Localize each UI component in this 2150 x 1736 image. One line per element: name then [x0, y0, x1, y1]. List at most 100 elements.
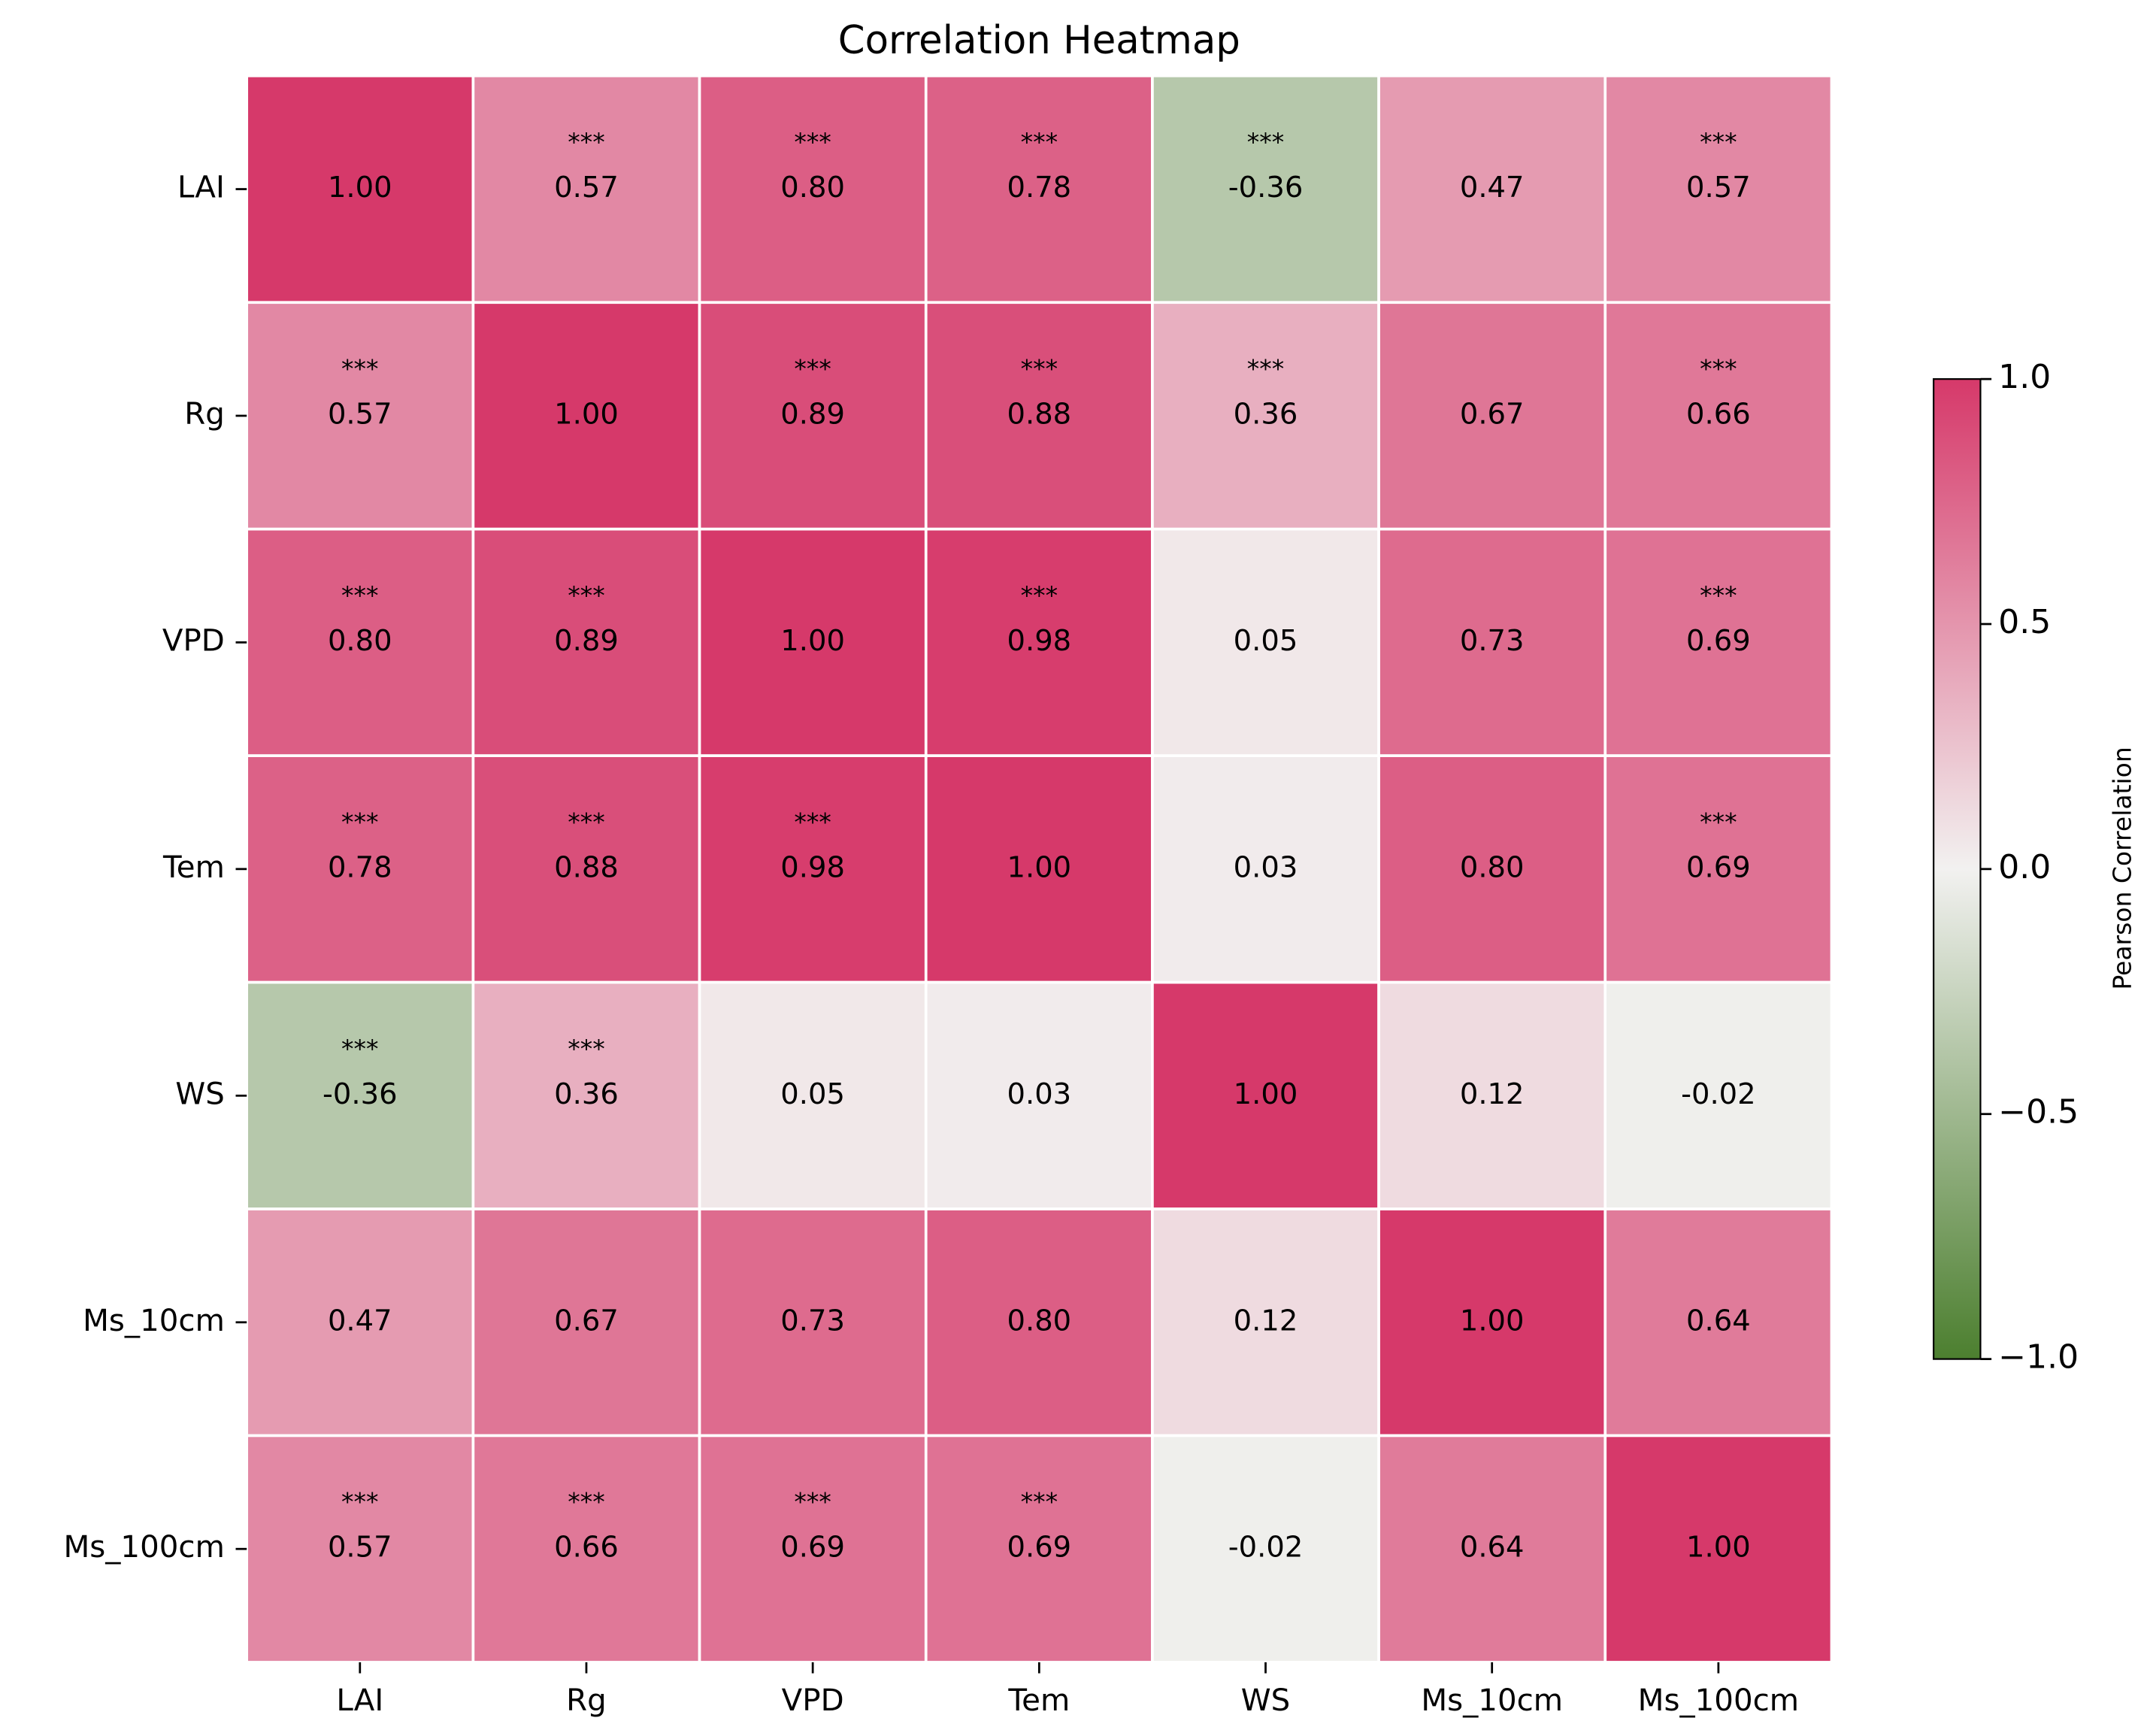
heatmap-cell: [245, 74, 475, 304]
cell-value-label: 0.88: [1007, 397, 1071, 431]
y-tick-label: LAI: [177, 170, 225, 205]
cell-value-label: 0.66: [1686, 397, 1751, 431]
significance-label: ***: [794, 1487, 831, 1516]
y-tick-label: Rg: [184, 396, 225, 432]
heatmap-cell: [924, 1207, 1154, 1438]
heatmap-cell: [924, 754, 1154, 984]
significance-label: ***: [568, 580, 604, 610]
significance-label: ***: [568, 807, 604, 837]
cell-value-label: 0.73: [780, 1304, 845, 1338]
colorbar-label: Pearson Correlation: [2108, 747, 2137, 989]
y-tick-label: Tem: [162, 850, 225, 885]
cell-value-label: 0.98: [780, 850, 845, 884]
heatmap-cell: [1603, 527, 1834, 757]
cell-value-label: 0.57: [328, 397, 392, 431]
significance-label: ***: [1700, 807, 1737, 837]
cell-value-label: 0.69: [1007, 1531, 1071, 1565]
cell-value-label: 0.78: [1007, 171, 1071, 205]
significance-label: ***: [1700, 128, 1737, 157]
cell-value-label: 0.36: [554, 1077, 619, 1111]
significance-label: ***: [1021, 1487, 1058, 1516]
cell-value-label: 0.78: [328, 850, 392, 884]
x-tick-label: LAI: [336, 1683, 383, 1718]
cell-value-label: 1.00: [1007, 850, 1071, 884]
cell-value-label: 0.64: [1460, 1531, 1525, 1565]
y-tick-label: WS: [175, 1076, 224, 1111]
cell-value-label: 0.12: [1460, 1077, 1525, 1111]
x-tick-label: VPD: [782, 1683, 844, 1718]
cell-value-label: 0.69: [1686, 624, 1751, 658]
heatmap-cell: [1603, 980, 1834, 1210]
cell-value-label: 1.00: [1234, 1077, 1298, 1111]
cell-value-label: 0.98: [1007, 624, 1071, 658]
heatmap-cell: [1603, 754, 1834, 984]
heatmap-cell: [698, 527, 928, 757]
significance-label: ***: [794, 128, 831, 157]
cell-value-label: 0.80: [1007, 1304, 1071, 1338]
heatmap-cell: [698, 980, 928, 1210]
colorbar-tick-label: 1.0: [1998, 358, 2051, 396]
colorbar-tick-label: 0.0: [1998, 848, 2051, 886]
colorbar-tick-label: −1.0: [1998, 1338, 2079, 1377]
cell-value-label: 1.00: [1460, 1304, 1525, 1338]
cell-value-label: -0.36: [1228, 171, 1304, 205]
heatmap-cell: [1377, 74, 1607, 304]
heatmap-cell: [1151, 1207, 1380, 1438]
colorbar: [1933, 378, 1982, 1360]
cell-value-label: 1.00: [328, 171, 392, 205]
heatmap-cell: [471, 527, 701, 757]
heatmap-cell: [471, 754, 701, 984]
cell-value-label: 0.89: [554, 624, 619, 658]
cell-value-label: 0.69: [780, 1531, 845, 1565]
significance-label: ***: [341, 1487, 378, 1516]
cell-value-label: 0.80: [328, 624, 392, 658]
heatmap-cell: [245, 1207, 475, 1438]
cell-value-label: 0.05: [1234, 624, 1298, 658]
significance-label: ***: [1247, 128, 1284, 157]
cell-value-label: 0.57: [554, 171, 619, 205]
x-tick-label: WS: [1241, 1683, 1290, 1718]
cell-value-label: 0.64: [1686, 1304, 1751, 1338]
cell-value-label: -0.02: [1228, 1531, 1304, 1565]
significance-label: ***: [341, 354, 378, 383]
chart-title: Correlation Heatmap: [838, 18, 1240, 63]
heatmap-cell: [698, 74, 928, 304]
y-tick-label: Ms_100cm: [63, 1529, 224, 1565]
y-tick-label: Ms_10cm: [83, 1303, 225, 1338]
heatmap-cell: [698, 1434, 928, 1664]
heatmap-cell: [1377, 527, 1607, 757]
cell-value-label: 0.03: [1234, 850, 1298, 884]
cell-value-label: 0.36: [1234, 397, 1298, 431]
cell-value-label: 0.57: [1686, 171, 1751, 205]
heatmap-cell: [245, 754, 475, 984]
significance-label: ***: [1021, 128, 1058, 157]
significance-label: ***: [1021, 580, 1058, 610]
heatmap-cell: [1151, 74, 1380, 304]
heatmap-cell: [1603, 1434, 1834, 1664]
y-tick-label: VPD: [162, 623, 225, 658]
significance-label: ***: [341, 580, 378, 610]
significance-label: ***: [341, 1034, 378, 1063]
cell-value-label: 0.80: [1460, 850, 1525, 884]
significance-label: ***: [1700, 580, 1737, 610]
heatmap-cell: [245, 980, 475, 1210]
heatmap-cell: [245, 1434, 475, 1664]
x-tick-label: Tem: [1007, 1683, 1070, 1718]
cell-value-label: 0.89: [780, 397, 845, 431]
significance-label: ***: [1700, 354, 1737, 383]
significance-label: ***: [568, 128, 604, 157]
heatmap-cell: [1151, 527, 1380, 757]
cell-value-label: 0.47: [328, 1304, 392, 1338]
significance-label: ***: [794, 807, 831, 837]
colorbar-tick-label: −0.5: [1998, 1093, 2079, 1132]
cell-value-label: 0.57: [328, 1531, 392, 1565]
cell-value-label: 0.67: [1460, 397, 1525, 431]
significance-label: ***: [341, 807, 378, 837]
heatmap-cell: [1151, 301, 1380, 531]
heatmap-cell: [1377, 301, 1607, 531]
cell-value-label: 0.66: [554, 1531, 619, 1565]
cell-value-label: -0.02: [1681, 1077, 1756, 1111]
cell-value-label: 0.03: [1007, 1077, 1071, 1111]
heatmap-cell: [471, 1207, 701, 1438]
